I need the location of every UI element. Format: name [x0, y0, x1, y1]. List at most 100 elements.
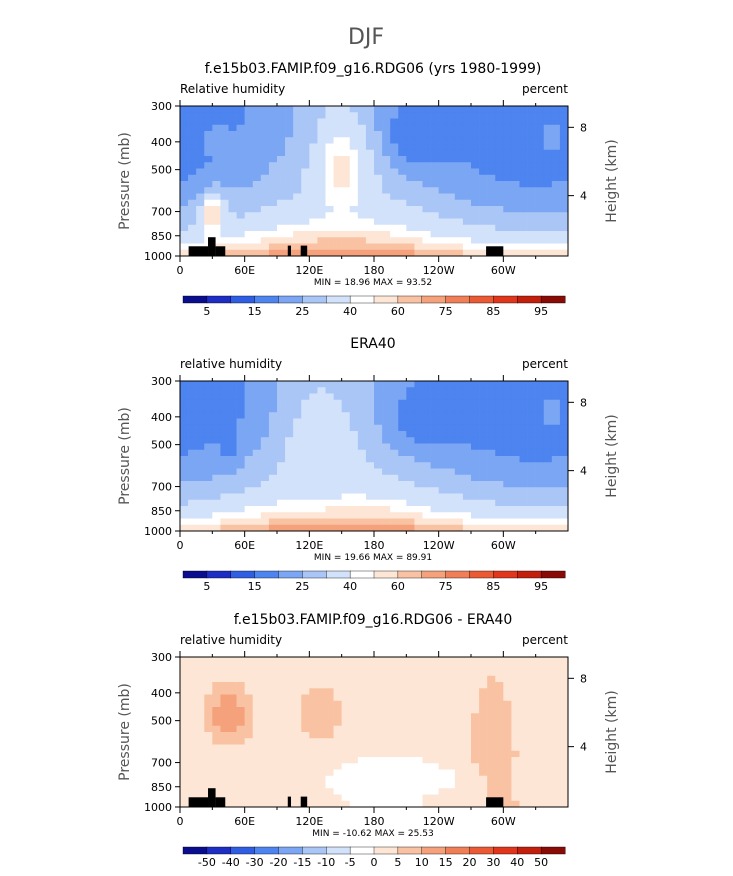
field-cell [196, 738, 205, 745]
field-cell [236, 168, 245, 176]
field-cell [559, 118, 569, 126]
field-cell [285, 393, 294, 401]
field-cell [462, 719, 472, 727]
field-cell [527, 725, 536, 733]
field-cell [252, 218, 262, 226]
field-cell [382, 788, 391, 795]
field-cell [252, 381, 262, 388]
field-cell [479, 499, 488, 507]
field-cell [527, 131, 536, 138]
field-cell [422, 487, 431, 494]
field-cell [519, 106, 528, 113]
field-cell [422, 788, 431, 795]
field-cell [535, 725, 545, 733]
field-cell [398, 143, 407, 151]
field-cell [543, 663, 553, 670]
field-cell [260, 732, 270, 739]
chart-right-label: percent [522, 357, 568, 371]
field-cell [414, 738, 423, 745]
field-cell [406, 181, 415, 188]
field-cell [204, 162, 213, 169]
field-cell [471, 212, 480, 219]
field-cell [317, 137, 326, 144]
field-cell [462, 456, 472, 463]
field-cell [252, 231, 262, 238]
field-cell [430, 744, 439, 752]
field-cell [487, 750, 496, 758]
field-cell [252, 788, 262, 795]
field-cell [260, 443, 270, 451]
field-cell [382, 738, 391, 745]
minmax-label: MIN = -10.62 MAX = 25.53 [312, 829, 433, 839]
field-cell [285, 763, 294, 770]
field-cell [503, 744, 512, 752]
field-cell [285, 524, 294, 532]
field-cell [244, 449, 254, 457]
field-cell [446, 788, 456, 795]
field-cell [559, 162, 569, 169]
field-cell [519, 732, 528, 739]
field-cell [212, 162, 221, 169]
field-cell [462, 437, 472, 444]
field-cell [559, 468, 569, 476]
field-cell [341, 418, 351, 426]
colorbar-label: 0 [371, 856, 378, 869]
field-cell [325, 243, 334, 251]
field-cell [446, 750, 456, 758]
field-cell [260, 499, 270, 507]
field-cell [390, 663, 399, 670]
field-cell [398, 212, 407, 219]
field-cell [317, 732, 326, 739]
field-cell [543, 131, 553, 138]
field-cell [277, 381, 286, 388]
field-cell [268, 381, 278, 388]
field-cell [317, 418, 326, 426]
field-cell [301, 657, 310, 664]
field-cell [357, 719, 367, 727]
field-cell [430, 424, 439, 432]
field-cell [220, 181, 229, 188]
field-cell [309, 131, 318, 138]
field-cell [317, 212, 326, 219]
field-cell [325, 212, 334, 219]
field-cell [349, 449, 359, 457]
field-cell [228, 782, 237, 789]
field-cell [212, 106, 221, 113]
field-cell [180, 243, 189, 251]
field-cell [487, 224, 496, 232]
field-cell [398, 174, 407, 182]
field-cell [285, 168, 294, 176]
field-cell [252, 725, 262, 733]
field-cell [301, 468, 310, 476]
field-cell [438, 187, 448, 194]
colorbar-label: 15 [248, 305, 262, 318]
field-cell [180, 468, 189, 476]
field-cell [462, 481, 472, 488]
field-cell [471, 499, 480, 507]
field-cell [406, 669, 415, 677]
field-cell [365, 162, 375, 169]
field-cell [438, 449, 448, 457]
field-cell [236, 750, 245, 758]
field-cell [422, 474, 431, 482]
field-cell [212, 168, 221, 176]
field-cell [503, 218, 512, 226]
field-cell [559, 149, 569, 157]
field-cell [503, 462, 512, 469]
field-cell [374, 406, 383, 413]
field-cell [333, 243, 342, 251]
field-cell [543, 732, 553, 739]
field-cell [422, 431, 431, 438]
field-cell [268, 212, 278, 219]
field-cell [535, 713, 545, 720]
field-cell [527, 518, 536, 526]
field-cell [519, 231, 528, 238]
field-cell [519, 657, 528, 664]
field-cell [495, 156, 504, 163]
field-cell [260, 156, 270, 163]
field-cell [535, 782, 545, 789]
field-cell [398, 424, 407, 432]
field-cell [341, 143, 351, 151]
field-cell [479, 782, 488, 789]
field-cell [188, 462, 197, 469]
